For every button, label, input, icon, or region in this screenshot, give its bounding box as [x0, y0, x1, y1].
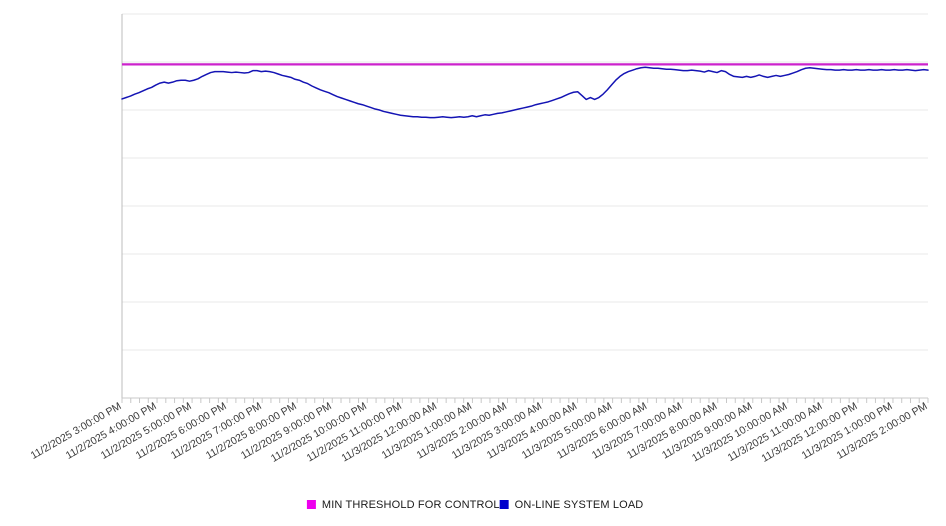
chart-legend: MIN THRESHOLD FOR CONTROL ON-LINE SYSTEM …	[306, 499, 644, 511]
gridlines	[122, 13, 928, 351]
x-axis-ticks	[121, 398, 929, 403]
legend-swatch	[306, 500, 316, 509]
legend-swatch	[499, 500, 509, 509]
load-line	[121, 66, 929, 119]
series-group	[121, 63, 929, 119]
legend-label: ON-LINE SYSTEM LOAD	[515, 499, 644, 511]
legend-label: MIN THRESHOLD FOR CONTROL	[322, 499, 500, 511]
